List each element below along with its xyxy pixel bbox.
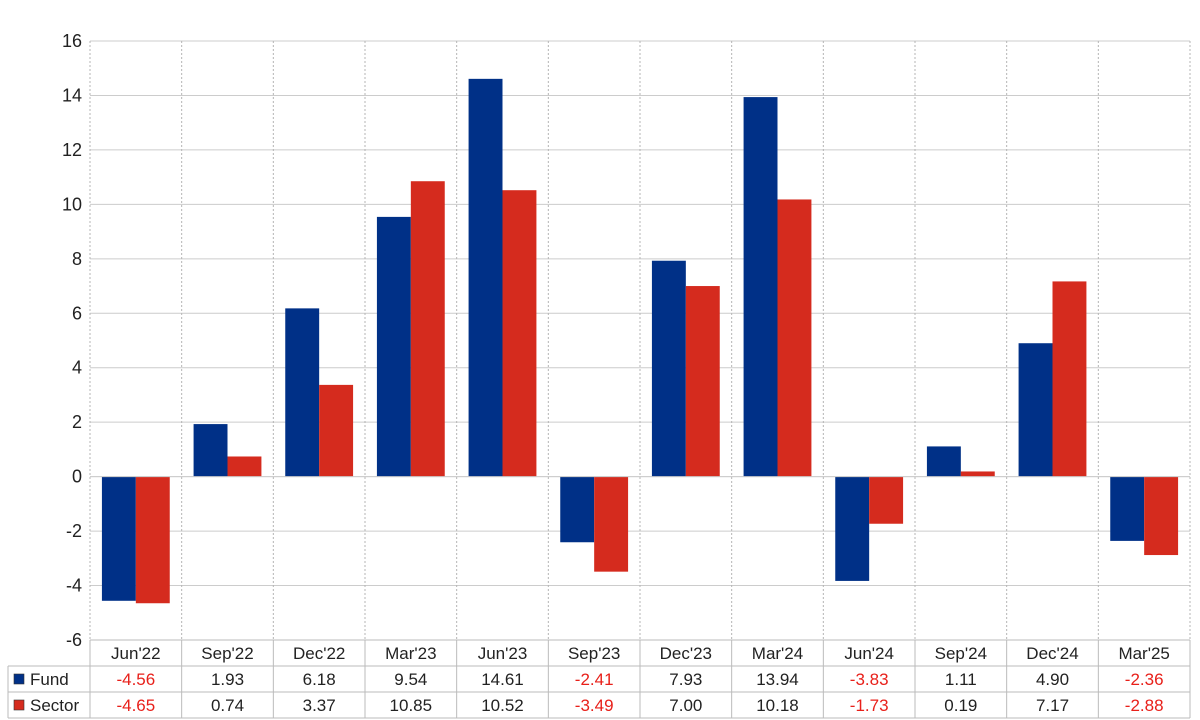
y-axis: 16 14 12 10 8 6 4 2 0 -2 -4 -6	[62, 31, 82, 650]
bar-sector	[685, 286, 720, 477]
bar-sector	[227, 456, 262, 477]
data-label: 14.61	[481, 670, 524, 689]
bar-fund	[101, 476, 136, 601]
y-tick-label: 0	[72, 467, 82, 487]
y-tick-label: 2	[72, 412, 82, 432]
bar-sector	[135, 476, 170, 604]
data-label: 0.19	[944, 696, 977, 715]
bar-fund	[651, 260, 686, 477]
data-table: Jun'22 Sep'22 Dec'22 Mar'23 Jun'23 Sep'23 Dec'…	[7, 639, 1191, 719]
x-tick-label: Mar'25	[1118, 644, 1169, 663]
x-tick-label: Mar'24	[752, 644, 803, 663]
data-label: 1.93	[211, 670, 244, 689]
x-tick-label: Dec'22	[293, 644, 345, 663]
data-label: 10.18	[756, 696, 799, 715]
data-label: 7.93	[669, 670, 702, 689]
legend-swatch-sector	[13, 699, 25, 711]
data-label: 7.17	[1036, 696, 1069, 715]
legend-label: Sector	[30, 696, 79, 715]
x-tick-label: Dec'23	[660, 644, 712, 663]
x-tick-label: Sep'24	[935, 644, 987, 663]
data-label: 7.00	[669, 696, 702, 715]
data-label: 10.85	[390, 696, 433, 715]
bar-sector	[410, 181, 445, 477]
bar-fund	[560, 476, 595, 543]
bar-sector	[1052, 281, 1087, 477]
legend-label: Fund	[30, 670, 69, 689]
y-tick-label: -2	[66, 521, 82, 541]
x-tick-label: Mar'23	[385, 644, 436, 663]
grid	[89, 40, 1191, 641]
data-label: 0.74	[211, 696, 244, 715]
x-tick-label: Jun'23	[478, 644, 528, 663]
y-tick-label: 10	[62, 194, 82, 214]
bar-fund	[1018, 343, 1053, 477]
data-label: -4.56	[116, 670, 155, 689]
y-tick-label: 8	[72, 249, 82, 269]
x-tick-label: Sep'22	[201, 644, 253, 663]
bar-sector	[319, 384, 354, 477]
bar-fund	[285, 308, 320, 477]
bar-fund	[193, 424, 228, 477]
y-tick-label: 4	[72, 358, 82, 378]
data-label: -4.65	[116, 696, 155, 715]
y-tick-label: -4	[66, 576, 82, 596]
bar-fund	[468, 78, 503, 477]
data-label: 10.52	[481, 696, 524, 715]
y-tick-label: 6	[72, 303, 82, 323]
y-tick-label: -6	[66, 630, 82, 650]
bar-fund	[743, 97, 778, 477]
data-label: 6.18	[303, 670, 336, 689]
x-tick-label: Jun'22	[111, 644, 161, 663]
data-label: 13.94	[756, 670, 799, 689]
bar-sector	[502, 190, 537, 477]
bar-sector	[594, 476, 629, 572]
data-label: 1.11	[945, 670, 977, 689]
bar-fund	[926, 446, 961, 477]
x-tick-label: Jun'24	[844, 644, 894, 663]
data-label: -2.41	[575, 670, 614, 689]
data-label: -2.36	[1125, 670, 1164, 689]
x-tick-label: Sep'23	[568, 644, 620, 663]
data-label: -2.88	[1125, 696, 1164, 715]
y-tick-label: 12	[62, 140, 82, 160]
data-label: -1.73	[850, 696, 889, 715]
bar-sector	[1144, 476, 1179, 556]
bar-sector	[777, 199, 812, 477]
data-label: -3.49	[575, 696, 614, 715]
bar-sector	[960, 471, 995, 477]
data-label: -3.83	[850, 670, 889, 689]
y-tick-label: 16	[62, 31, 82, 51]
y-tick-label: 14	[62, 85, 82, 105]
bars	[90, 78, 1190, 604]
legend-swatch-fund	[13, 673, 25, 685]
bar-sector	[869, 476, 904, 524]
bar-fund	[1110, 476, 1145, 541]
bar-fund	[376, 216, 411, 477]
data-label: 9.54	[394, 670, 427, 689]
x-tick-label: Dec'24	[1026, 644, 1078, 663]
data-label: 3.37	[303, 696, 336, 715]
bar-fund	[835, 476, 870, 581]
data-label: 4.90	[1036, 670, 1069, 689]
